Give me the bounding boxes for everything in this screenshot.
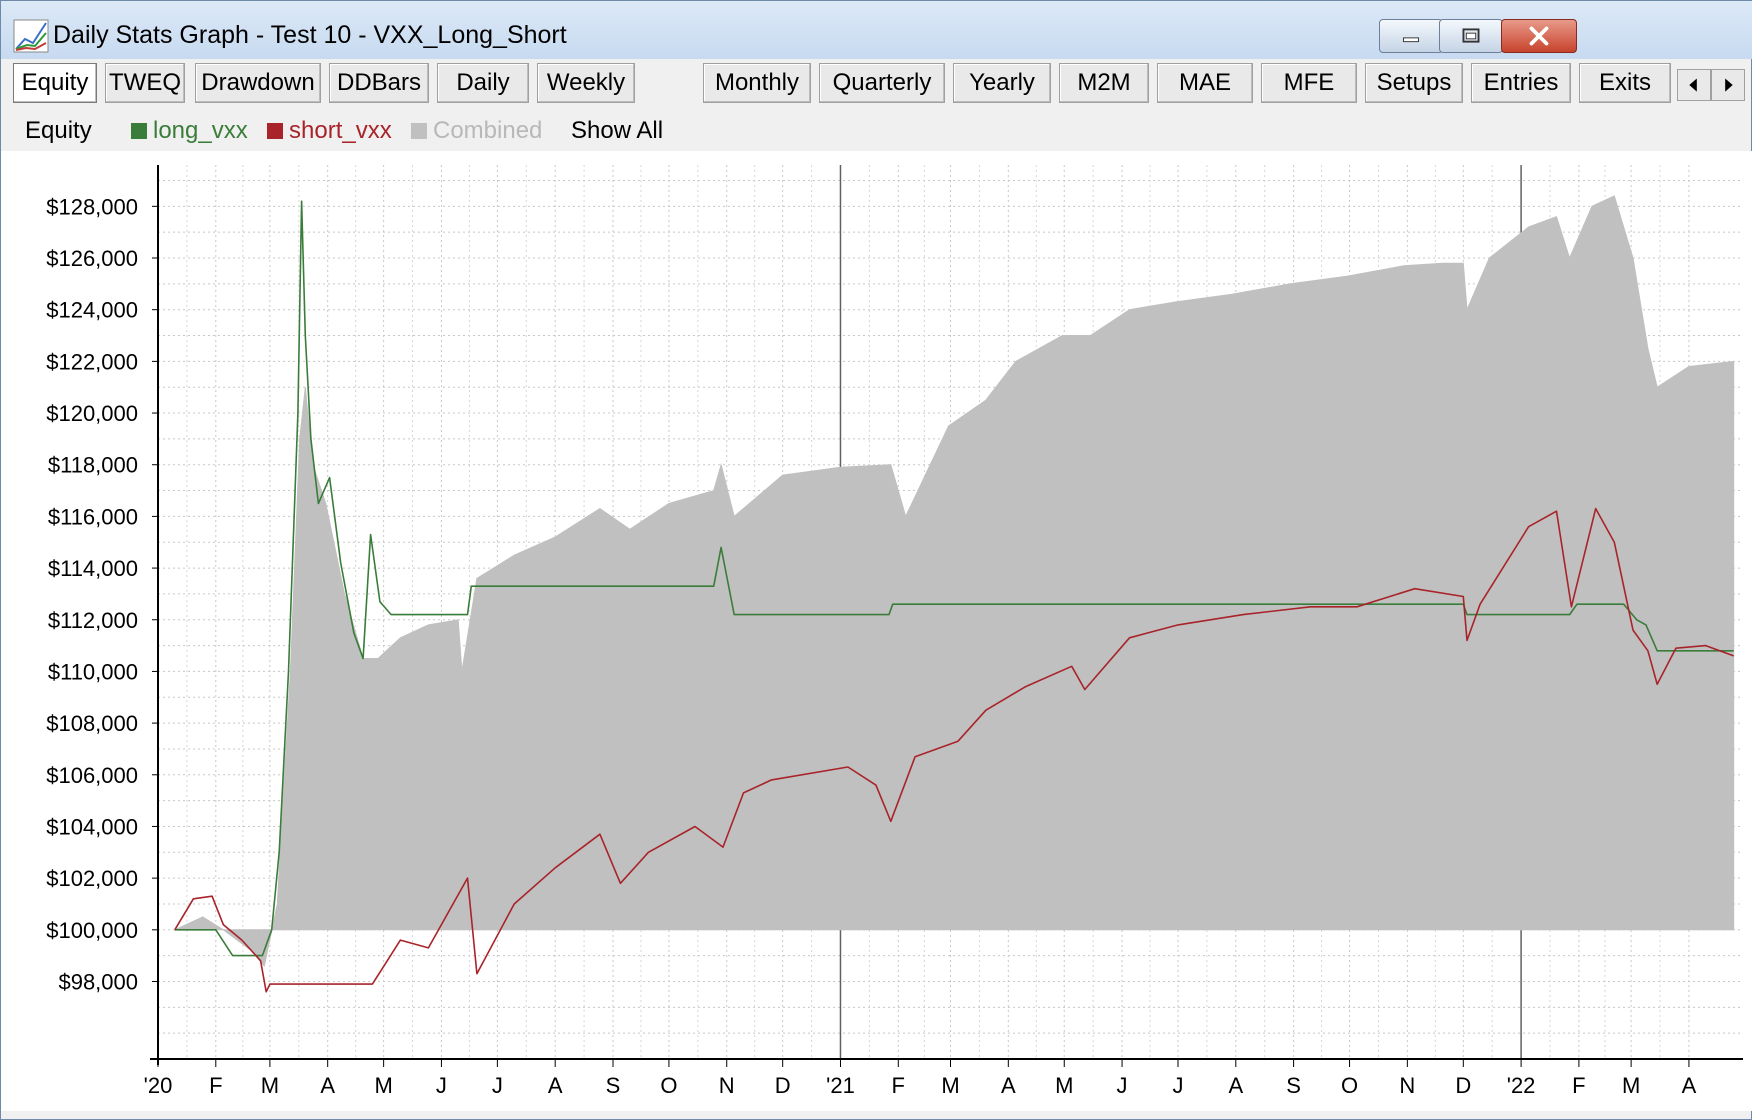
tab-setups[interactable]: Setups <box>1365 63 1463 103</box>
x-tick-label: A <box>1682 1073 1697 1098</box>
tab-drawdown[interactable]: Drawdown <box>195 63 321 103</box>
close-button[interactable] <box>1501 19 1577 53</box>
legend-swatch-short-vxx <box>267 123 283 139</box>
y-tick-label: $122,000 <box>46 349 138 374</box>
x-tick-label: N <box>719 1073 735 1098</box>
legend-item-short-vxx[interactable]: short_vxx <box>267 117 392 145</box>
y-tick-label: $102,000 <box>46 866 138 891</box>
x-tick-label: '21 <box>826 1073 855 1098</box>
legend-swatch-long-vxx <box>131 123 147 139</box>
window-title: Daily Stats Graph - Test 10 - VXX_Long_S… <box>53 21 567 49</box>
legend-label-combined: Combined <box>433 117 543 144</box>
y-tick-label: $100,000 <box>46 918 138 943</box>
x-tick-label: J <box>436 1073 447 1098</box>
x-tick-label: A <box>548 1073 563 1098</box>
minimize-icon <box>1403 37 1419 43</box>
tab-daily[interactable]: Daily <box>437 63 529 103</box>
y-tick-label: $110,000 <box>48 659 138 684</box>
x-tick-label: '22 <box>1507 1073 1536 1098</box>
x-tick-label: F <box>1572 1073 1585 1098</box>
tab-weekly[interactable]: Weekly <box>537 63 635 103</box>
y-tick-label: $124,000 <box>46 298 138 323</box>
x-tick-label: S <box>606 1073 621 1098</box>
tab-scroll-right-button[interactable] <box>1711 69 1745 101</box>
y-tick-label: $116,000 <box>48 504 138 529</box>
line-series <box>174 200 1734 993</box>
x-tick-label: D <box>775 1073 791 1098</box>
x-tick-label: O <box>1341 1073 1358 1098</box>
x-tick-label: D <box>1455 1073 1471 1098</box>
long-vxx-line <box>174 200 1734 957</box>
legend-item-combined[interactable]: Combined <box>411 117 542 145</box>
close-icon <box>1529 26 1549 46</box>
y-tick-label: $126,000 <box>46 246 138 271</box>
x-tick-label: M <box>374 1073 392 1098</box>
tab-scroll-left-button[interactable] <box>1677 69 1711 101</box>
y-tick-label: $108,000 <box>46 711 138 736</box>
x-tick-label: A <box>320 1073 335 1098</box>
tab-quarterly[interactable]: Quarterly <box>819 63 945 103</box>
tab-mfe[interactable]: MFE <box>1261 63 1357 103</box>
chart-axes <box>150 165 1743 1067</box>
y-axis-labels: $128,000 $126,000 $124,000 $122,000 $120,000… <box>46 194 138 994</box>
minimize-button[interactable] <box>1379 19 1443 53</box>
legend-item-long-vxx[interactable]: long_vxx <box>131 117 248 145</box>
graph-tab-bar: Equity TWEQ Drawdown DDBars Daily Weekly… <box>1 59 1752 105</box>
x-tick-label: F <box>892 1073 905 1098</box>
x-tick-label: A <box>1001 1073 1016 1098</box>
chart-app-icon <box>13 19 49 53</box>
tab-mae[interactable]: MAE <box>1157 63 1253 103</box>
y-tick-label: $120,000 <box>46 401 138 426</box>
y-tick-label: $112,000 <box>48 608 138 633</box>
tab-ddbars[interactable]: DDBars <box>329 63 429 103</box>
tab-monthly[interactable]: Monthly <box>703 63 811 103</box>
tab-tweq[interactable]: TWEQ <box>105 63 185 103</box>
x-tick-label: S <box>1286 1073 1301 1098</box>
equity-chart: $128,000 $126,000 $124,000 $122,000 $120,000… <box>1 151 1752 1111</box>
x-tick-label: N <box>1399 1073 1415 1098</box>
title-bar[interactable]: Daily Stats Graph - Test 10 - VXX_Long_S… <box>1 1 1752 59</box>
arrow-left-icon <box>1689 78 1697 92</box>
y-tick-label: $114,000 <box>48 556 138 581</box>
tab-entries[interactable]: Entries <box>1471 63 1571 103</box>
legend-swatch-combined <box>411 123 427 139</box>
legend-title: Equity <box>25 117 92 144</box>
tab-yearly[interactable]: Yearly <box>953 63 1051 103</box>
arrow-right-icon <box>1725 78 1733 92</box>
y-tick-label: $104,000 <box>46 814 138 839</box>
x-tick-label: M <box>941 1073 959 1098</box>
y-tick-label: $128,000 <box>46 194 138 219</box>
x-tick-label: M <box>1622 1073 1640 1098</box>
y-tick-label: $118,000 <box>48 453 138 478</box>
x-tick-label: J <box>1117 1073 1128 1098</box>
maximize-icon <box>1462 28 1480 43</box>
tab-exits[interactable]: Exits <box>1579 63 1671 103</box>
show-all-link[interactable]: Show All <box>571 117 664 144</box>
legend-label-short-vxx: short_vxx <box>289 117 392 144</box>
x-tick-label: '20 <box>144 1073 173 1098</box>
x-tick-label: J <box>1172 1073 1183 1098</box>
legend-label-long-vxx: long_vxx <box>153 117 248 144</box>
y-tick-label: $98,000 <box>58 969 138 994</box>
x-tick-label: F <box>209 1073 222 1098</box>
x-tick-label: M <box>1055 1073 1073 1098</box>
chart-legend: Equity long_vxx short_vxx Combined Show … <box>1 111 1752 151</box>
x-axis-labels: '20 F M A M J J A S O N D '21 F M A M J J A S O N D '22 F M A <box>144 1073 1697 1098</box>
tab-equity[interactable]: Equity <box>13 63 97 103</box>
x-tick-label: O <box>660 1073 677 1098</box>
tab-m2m[interactable]: M2M <box>1059 63 1149 103</box>
x-tick-label: M <box>261 1073 279 1098</box>
short-vxx-line <box>174 507 1734 993</box>
x-tick-label: A <box>1228 1073 1243 1098</box>
y-tick-label: $106,000 <box>46 763 138 788</box>
maximize-button[interactable] <box>1439 19 1503 53</box>
x-tick-label: J <box>492 1073 503 1098</box>
